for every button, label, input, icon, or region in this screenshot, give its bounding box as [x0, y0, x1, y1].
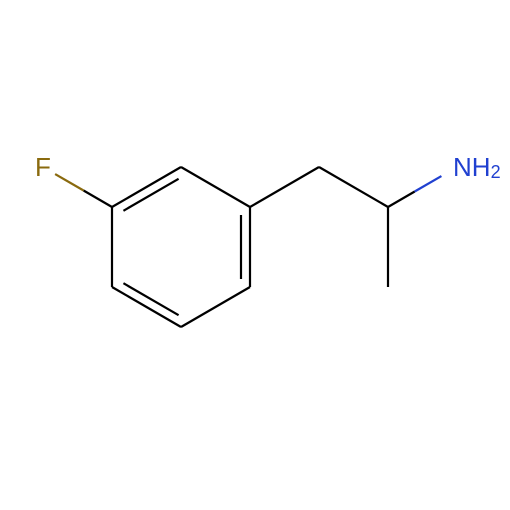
- molecule-diagram: F NH2: [0, 0, 510, 510]
- amine-label: NH2: [453, 152, 501, 182]
- fluorine-label: F: [35, 152, 51, 182]
